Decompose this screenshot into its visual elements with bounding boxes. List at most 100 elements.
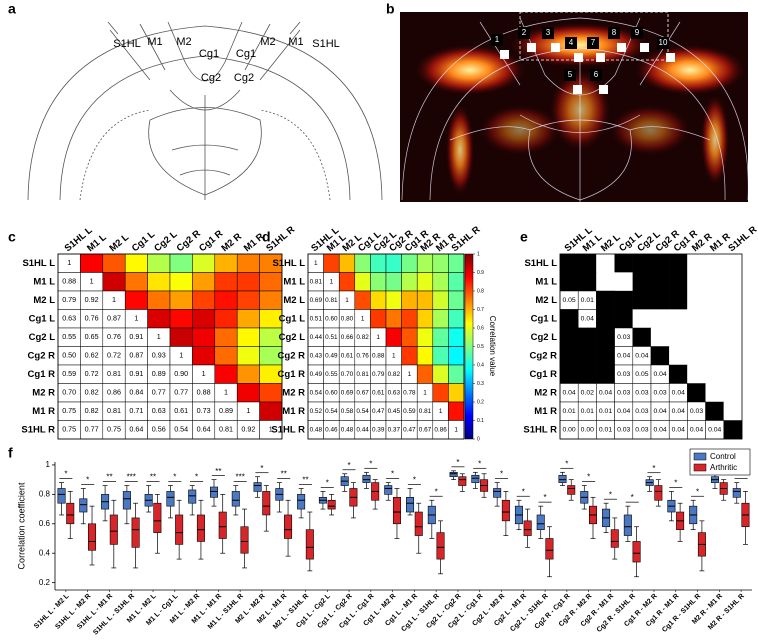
significance: * — [609, 490, 612, 499]
colorbar-tick-label: 0.9 — [477, 270, 484, 276]
roi-number: 6 — [594, 70, 599, 79]
significant-cell — [705, 401, 725, 421]
cell-value: 1 — [90, 277, 94, 286]
cell-value: 0.81 — [219, 425, 233, 434]
cell-value: 0.54 — [325, 408, 338, 415]
cell-value: 0.39 — [372, 426, 385, 433]
cell-value: 0.03 — [617, 390, 630, 397]
row-label: M2 R — [534, 387, 557, 398]
cell-value: 1 — [269, 425, 273, 434]
heat-cell — [432, 272, 449, 292]
roi-number: 3 — [546, 28, 551, 37]
significant-cell — [632, 290, 652, 310]
heat-cell — [259, 401, 283, 421]
y-tick-label: 0.4 — [39, 548, 51, 557]
significant-cell — [559, 253, 579, 273]
cell-value: 1 — [134, 314, 138, 323]
box — [305, 529, 314, 560]
row-label: M2 L — [33, 295, 55, 306]
significance: ** — [150, 473, 156, 482]
cell-value: 1 — [392, 352, 396, 359]
significant-cell — [650, 290, 670, 310]
cell-value: 0.91 — [129, 332, 143, 341]
region-label: M2 — [176, 36, 191, 48]
column-label: Cg2 R — [175, 228, 203, 254]
heat-cell — [448, 309, 465, 329]
significance: * — [86, 476, 89, 485]
box — [471, 474, 480, 483]
heat-cell — [385, 290, 402, 310]
roi-box — [565, 37, 577, 49]
heat-cell — [192, 253, 216, 273]
roi-number: 7 — [591, 38, 596, 47]
cell-value: 0.04 — [599, 390, 612, 397]
significant-cell — [577, 272, 597, 292]
row-label: M2 R — [32, 387, 55, 398]
cell-value: 0.87 — [107, 314, 121, 323]
significant-cell — [632, 253, 652, 273]
cell-value: 0.72 — [107, 351, 121, 360]
cell-value: 0.03 — [617, 334, 630, 341]
box — [122, 491, 131, 510]
colorbar-tick-label: 0.2 — [477, 399, 484, 405]
roi-box — [587, 37, 599, 49]
heat-cell — [401, 309, 418, 329]
cell-value: 0.01 — [581, 297, 594, 304]
legend-swatch — [693, 463, 707, 472]
box — [196, 514, 205, 542]
heat-cell — [214, 309, 238, 329]
significant-cell — [723, 420, 743, 440]
cell-value: 0.04 — [653, 371, 666, 378]
cell-value: 0.03 — [690, 408, 703, 415]
heat-cell — [169, 272, 193, 292]
cell-value: 0.63 — [152, 406, 166, 415]
heat-cell — [448, 272, 465, 292]
region-label: S1HL — [113, 38, 141, 50]
region-label: M1 — [288, 36, 303, 48]
significant-cell — [596, 290, 615, 310]
heat-cell — [192, 290, 216, 310]
cell-value: 0.04 — [672, 408, 685, 415]
colorbar-tick-label: 1 — [477, 251, 480, 257]
heat-cell — [416, 290, 434, 310]
x-tick-label: Cg1 L - S1HL R — [400, 593, 441, 634]
heat-cell — [354, 290, 371, 310]
cell-value: 0.47 — [372, 408, 385, 415]
cell-value: 1 — [454, 426, 458, 433]
cell-value: 0.77 — [152, 388, 166, 397]
cell — [705, 272, 724, 292]
roi-marker — [500, 50, 509, 59]
panel-letter: b — [386, 1, 395, 17]
heat-cell — [416, 346, 434, 366]
cell-value: 0.88 — [372, 352, 385, 359]
cell-value: 0.48 — [310, 426, 323, 433]
heat-cell — [214, 272, 238, 292]
cell-value: 0.87 — [129, 351, 143, 360]
box — [610, 529, 619, 548]
cell-value: 0.79 — [372, 371, 385, 378]
cell-value: 0.81 — [107, 369, 121, 378]
cell-value: 1 — [423, 389, 427, 396]
cell-value: 0.01 — [581, 408, 594, 415]
significant-cell — [650, 272, 670, 292]
cell-value: 1 — [439, 408, 443, 415]
cell-value: 0.61 — [372, 389, 385, 396]
heat-cell — [259, 272, 283, 292]
cell-value: 0.82 — [388, 371, 401, 378]
heat-cell — [385, 253, 402, 273]
cell-value: 0.55 — [62, 332, 76, 341]
cell-value: 0.48 — [341, 426, 354, 433]
heat-cell — [432, 327, 449, 347]
row-label: S1HL L — [272, 258, 305, 269]
heat-cell — [416, 309, 434, 329]
significant-cell — [559, 309, 579, 329]
cell-value: 0.04 — [672, 427, 685, 434]
heat-cell — [169, 253, 193, 273]
cell — [687, 327, 706, 347]
cell — [723, 309, 743, 329]
heat-cell — [259, 290, 283, 310]
significance: ** — [281, 470, 287, 479]
cell-value: 0.88 — [197, 388, 211, 397]
roi-marker — [666, 53, 675, 62]
cell-value: 1 — [179, 351, 183, 360]
